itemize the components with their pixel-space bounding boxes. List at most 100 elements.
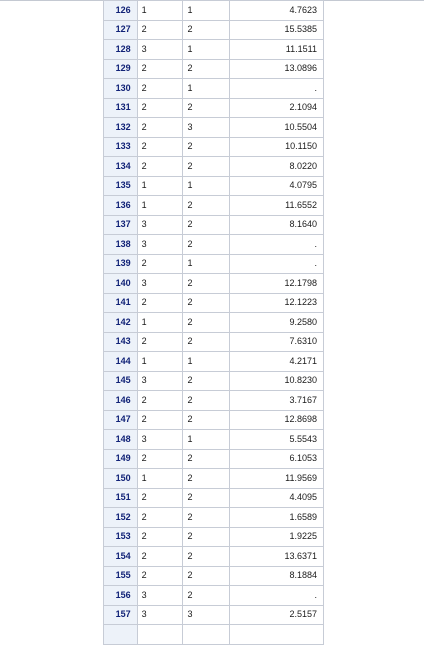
table-row: 147 2 2 12.8698 [103,409,324,430]
column-3-cell: 10.5504 [229,117,324,138]
column-2-cell: 2 [182,312,231,333]
column-2-cell: 2 [182,526,231,547]
table-row: 126 1 1 4.7623 [103,0,324,21]
column-1-cell: 2 [136,58,184,79]
column-2-cell: 2 [182,19,231,40]
column-3-cell: 13.6371 [229,546,324,567]
obs-number-cell: 148 [103,429,138,450]
column-2-cell: 3 [182,117,231,138]
column-1-cell: 1 [136,195,184,216]
obs-number-cell: 139 [103,253,138,274]
column-1-cell: 2 [136,156,184,177]
column-1-cell: 2 [136,487,184,508]
table-row: 137 3 2 8.1640 [103,214,324,235]
column-2-cell: 2 [182,156,231,177]
column-2-cell: 2 [182,487,231,508]
column-3-cell: 7.6310 [229,331,324,352]
column-1-cell: 2 [136,253,184,274]
column-3-cell: 12.1223 [229,292,324,313]
column-1-cell: 3 [136,585,184,606]
column-1-cell: 1 [136,0,184,21]
obs-number-cell: 134 [103,156,138,177]
column-1-cell [136,624,184,645]
column-3-cell: . [229,253,324,274]
column-1-cell: 1 [136,351,184,372]
column-3-cell: 10.8230 [229,370,324,391]
column-1-cell: 2 [136,331,184,352]
obs-number-cell: 140 [103,273,138,294]
column-3-cell: 8.0220 [229,156,324,177]
column-1-cell: 1 [136,468,184,489]
obs-number-cell: 143 [103,331,138,352]
column-3-cell: 8.1640 [229,214,324,235]
column-2-cell: 2 [182,390,231,411]
column-3-cell: 12.8698 [229,409,324,430]
obs-number-cell: 126 [103,0,138,21]
column-1-cell: 2 [136,19,184,40]
obs-number-cell: 132 [103,117,138,138]
table-row: 141 2 2 12.1223 [103,292,324,313]
obs-number-cell: 129 [103,58,138,79]
table-row: 150 1 2 11.9569 [103,468,324,489]
column-1-cell: 3 [136,429,184,450]
table-row: 138 3 2. [103,234,324,255]
table-row: 129 2 2 13.0896 [103,58,324,79]
obs-number-cell: 146 [103,390,138,411]
column-2-cell: 1 [182,351,231,372]
column-2-cell: 2 [182,136,231,157]
column-2-cell: 2 [182,234,231,255]
column-3-cell: . [229,585,324,606]
column-2-cell: 1 [182,175,231,196]
obs-number-cell: 151 [103,487,138,508]
table-row: 136 1 2 11.6552 [103,195,324,216]
column-2-cell: 2 [182,409,231,430]
table-row: 156 3 2. [103,585,324,606]
obs-number-cell: 153 [103,526,138,547]
column-3-cell: 8.1884 [229,565,324,586]
column-2-cell: 2 [182,507,231,528]
column-2-cell: 2 [182,97,231,118]
table-row: 145 3 2 10.8230 [103,370,324,391]
column-3-cell: 11.1511 [229,39,324,60]
column-1-cell: 3 [136,370,184,391]
column-1-cell: 2 [136,526,184,547]
obs-number-cell [103,624,138,645]
column-3-cell: 5.5543 [229,429,324,450]
column-1-cell: 2 [136,136,184,157]
column-2-cell: 2 [182,546,231,567]
column-1-cell: 3 [136,214,184,235]
table-row: 155 2 2 8.1884 [103,565,324,586]
column-3-cell: 12.1798 [229,273,324,294]
table-body: 126 1 1 4.7623 127 2 2 15.5385 128 3 1 11.1511 129 2 2… [103,0,324,645]
column-3-cell: 10.1150 [229,136,324,157]
obs-number-cell: 133 [103,136,138,157]
obs-number-cell: 155 [103,565,138,586]
column-3-cell: 1.6589 [229,507,324,528]
column-1-cell: 2 [136,97,184,118]
column-2-cell: 1 [182,429,231,450]
obs-number-cell: 135 [103,175,138,196]
column-3-cell: 4.4095 [229,487,324,508]
obs-number-cell: 150 [103,468,138,489]
column-1-cell: 3 [136,234,184,255]
column-2-cell: 2 [182,58,231,79]
table-row: 135 1 1 4.0795 [103,175,324,196]
obs-number-cell: 156 [103,585,138,606]
table-row: 132 2 3 10.5504 [103,117,324,138]
obs-number-cell: 131 [103,97,138,118]
column-1-cell: 2 [136,78,184,99]
column-1-cell: 2 [136,292,184,313]
column-3-cell: . [229,234,324,255]
table-row: 146 2 2 3.7167 [103,390,324,411]
column-3-cell: 4.2171 [229,351,324,372]
column-3-cell: . [229,78,324,99]
obs-number-cell: 149 [103,448,138,469]
column-3-cell: 6.1053 [229,448,324,469]
table-row: 131 2 2 2.1094 [103,97,324,118]
column-2-cell: 2 [182,468,231,489]
column-2-cell: 2 [182,331,231,352]
column-3-cell: 3.7167 [229,390,324,411]
column-2-cell: 2 [182,195,231,216]
table-row: 140 3 2 12.1798 [103,273,324,294]
data-grid-container: 126 1 1 4.7623 127 2 2 15.5385 128 3 1 11.1511 129 2 2… [103,0,324,645]
